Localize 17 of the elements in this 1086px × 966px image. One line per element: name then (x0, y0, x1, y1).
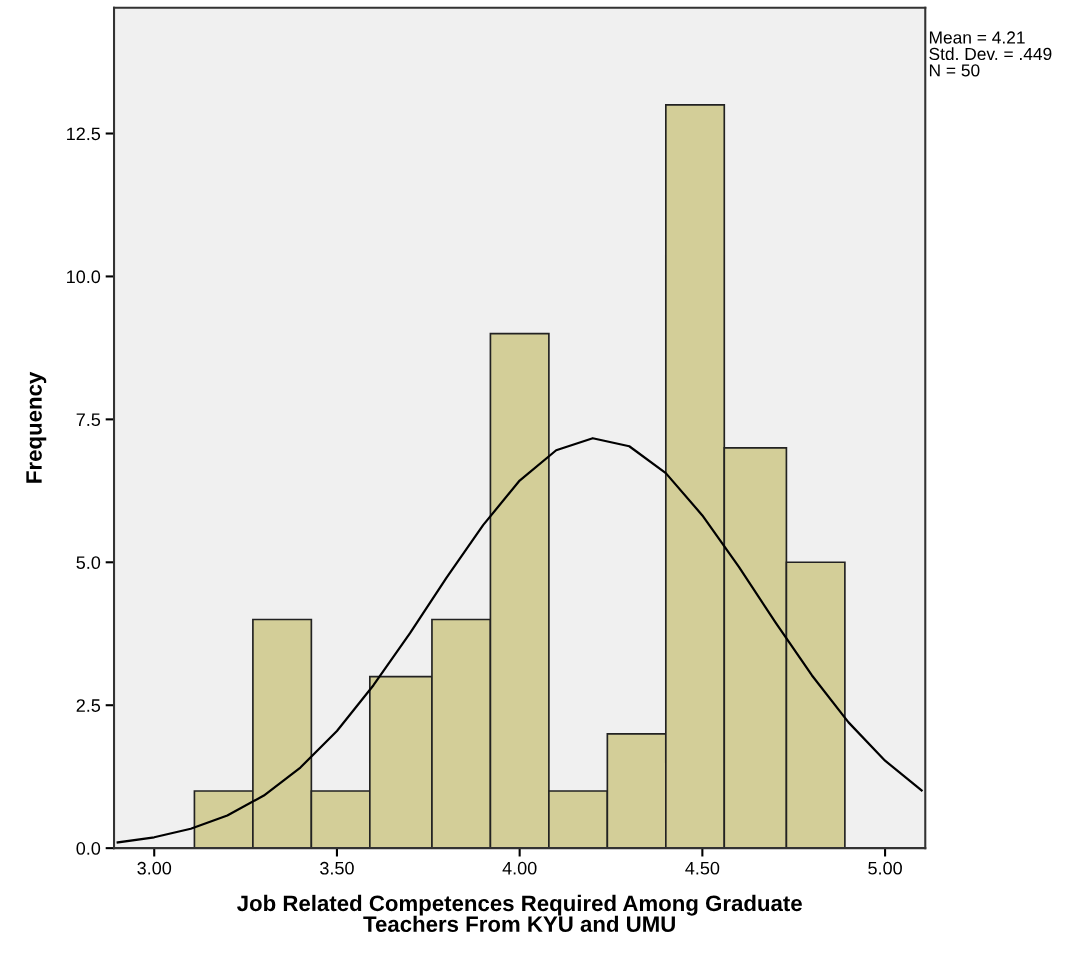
text: Std. Dev. = .449 (929, 47, 1052, 61)
y-tick-label: 10.0 (67, 270, 101, 284)
y-tick-label: 12.5 (67, 127, 101, 141)
text: Mean = 4.21 (929, 31, 1025, 44)
x-tick-label: 3.00 (137, 861, 172, 875)
y-tick-label: 0.0 (76, 842, 101, 855)
text: N = 50 (929, 64, 980, 77)
x-axis-title: Job Related Competences Required Among Graduate Teachers From KYU and UMU (237, 894, 802, 932)
y-tick-label: 7.5 (76, 413, 101, 427)
line-series (116, 437, 923, 844)
x-tick-label: 4.50 (685, 861, 720, 875)
x-tick-label: 4.00 (502, 861, 537, 875)
x-tick-label: 5.00 (868, 861, 902, 875)
y-axis-title: Frequency (26, 371, 47, 483)
y-tick-label: 2.5 (76, 699, 101, 712)
y-tick-label: 5.0 (76, 556, 101, 570)
x-tick-label: 3.50 (320, 861, 354, 875)
